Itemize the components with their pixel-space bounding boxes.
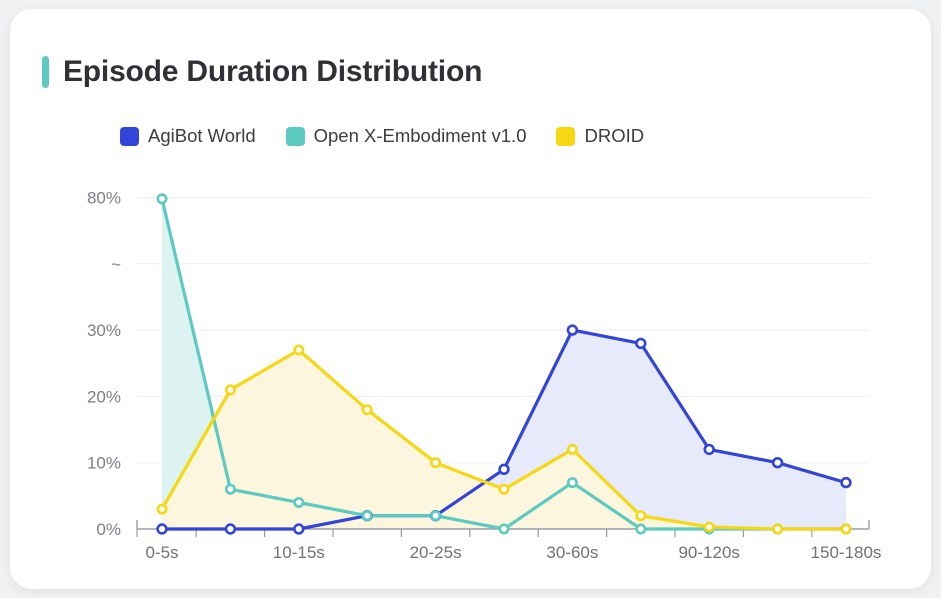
data-point[interactable] bbox=[430, 510, 442, 522]
data-point[interactable] bbox=[156, 193, 168, 205]
data-point[interactable] bbox=[361, 404, 373, 416]
data-point[interactable] bbox=[224, 523, 237, 535]
data-point[interactable] bbox=[772, 523, 784, 535]
data-point[interactable] bbox=[224, 483, 236, 495]
data-point[interactable] bbox=[498, 523, 510, 535]
legend-label-agibot-world: AgiBot World bbox=[148, 125, 256, 146]
chart-card: Episode Duration Distribution AgiBot Wor… bbox=[10, 9, 931, 589]
data-point[interactable] bbox=[224, 384, 236, 396]
x-axis-tick-label: 150-180s bbox=[811, 543, 882, 562]
legend-item-open-x-embodiment[interactable]: Open X-Embodiment v1.0 bbox=[285, 125, 527, 147]
y-axis-tick-label: 20% bbox=[87, 387, 121, 406]
series-area-droid bbox=[162, 350, 846, 529]
series-area-agibot-world bbox=[162, 330, 846, 529]
data-point[interactable] bbox=[566, 477, 578, 489]
legend-swatch-icon-droid bbox=[556, 126, 576, 146]
x-axis-tick-label: 20-25s bbox=[410, 543, 462, 562]
line-chart-svg: 0% 10% 20% 30% ~80% 0-5s 10-15s 20-25s 30-60s 90… bbox=[87, 189, 881, 563]
data-point[interactable] bbox=[361, 510, 373, 522]
data-point[interactable] bbox=[430, 457, 442, 469]
data-point[interactable] bbox=[566, 324, 579, 336]
y-axis-labels-group: 0% 10% 20% 30% ~80% bbox=[87, 189, 121, 540]
y-axis-tick-label: 0% bbox=[96, 520, 121, 539]
legend-item-droid[interactable]: DROID bbox=[556, 125, 644, 147]
x-axis-tick-label: 10-15s bbox=[273, 543, 325, 562]
y-axis-tick-label: 30% bbox=[87, 321, 121, 340]
x-axis-tick-label: 90-120s bbox=[678, 543, 739, 562]
data-point[interactable] bbox=[840, 476, 852, 489]
x-axis-tick-label: 30-60s bbox=[546, 543, 598, 562]
data-point[interactable] bbox=[498, 463, 510, 475]
y-axis-tick-label: 80% bbox=[87, 189, 121, 208]
data-point[interactable] bbox=[293, 496, 305, 508]
chart-legend: AgiBot World Open X-Embodiment v1.0 DROI… bbox=[120, 121, 644, 151]
title-accent-bar bbox=[42, 56, 49, 88]
legend-item-agibot-world[interactable]: AgiBot World bbox=[120, 125, 256, 147]
chart-plot-area: 0% 10% 20% 30% ~80% 0-5s 10-15s 20-25s 30-60s 90… bbox=[10, 9, 931, 589]
legend-swatch-icon-agibot-world bbox=[120, 126, 139, 146]
series-areas-group bbox=[162, 198, 846, 530]
y-axis-tick-label: ~ bbox=[111, 255, 121, 274]
legend-swatch-icon-open-x-embodiment bbox=[285, 126, 305, 146]
data-point[interactable] bbox=[635, 523, 647, 535]
chart-header: Episode Duration Distribution bbox=[42, 51, 482, 93]
data-point[interactable] bbox=[840, 523, 852, 535]
data-point[interactable] bbox=[635, 510, 647, 522]
data-point[interactable] bbox=[635, 337, 647, 350]
legend-label-droid: DROID bbox=[584, 125, 645, 146]
data-point[interactable] bbox=[156, 523, 168, 535]
legend-label-open-x-embodiment: Open X-Embodiment v1.0 bbox=[313, 125, 527, 146]
x-axis-tick-label: 0-5s bbox=[145, 543, 178, 562]
page-title: Episode Duration Distribution bbox=[63, 55, 483, 88]
data-point[interactable] bbox=[293, 344, 305, 356]
data-point[interactable] bbox=[498, 483, 510, 495]
y-axis-tick-label: 10% bbox=[87, 454, 121, 473]
data-point[interactable] bbox=[771, 457, 784, 469]
data-point[interactable] bbox=[156, 503, 168, 515]
data-point[interactable] bbox=[566, 443, 578, 455]
data-point[interactable] bbox=[293, 523, 305, 535]
data-point[interactable] bbox=[703, 521, 715, 533]
x-axis-labels-group: 0-5s 10-15s 20-25s 30-60s 90-120s 150-180s bbox=[145, 543, 881, 562]
data-point[interactable] bbox=[703, 443, 715, 456]
series-markers-group bbox=[156, 193, 852, 535]
